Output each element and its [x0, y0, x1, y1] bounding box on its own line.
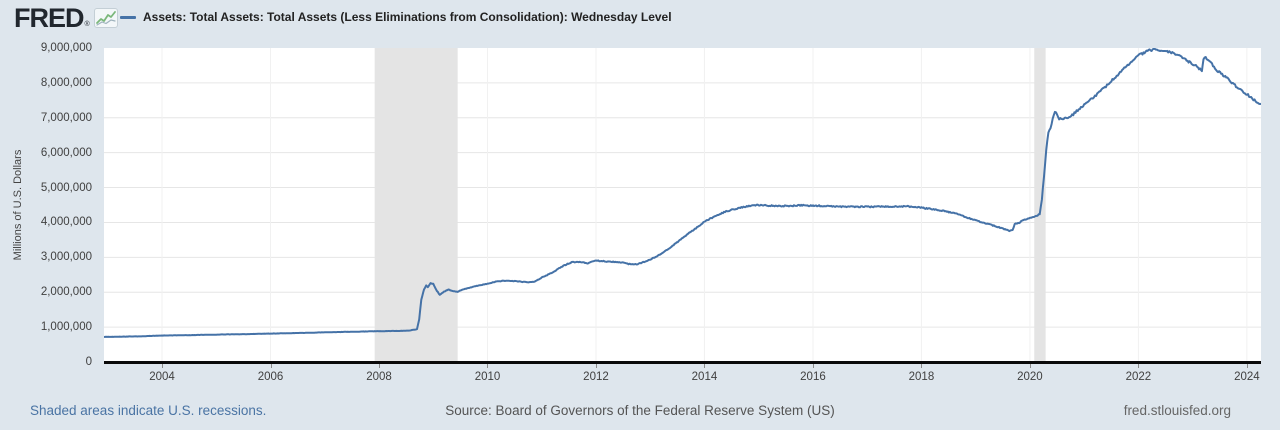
- y-tick-label: 2,000,000: [40, 286, 92, 299]
- chart-legend: Assets: Total Assets: Total Assets (Less…: [120, 0, 672, 34]
- bottom-white-strip: [0, 430, 1280, 437]
- y-tick-label: 7,000,000: [40, 111, 92, 124]
- plot-area: [103, 47, 1262, 362]
- x-tick-label: 2006: [257, 371, 284, 383]
- y-tick-label: 0: [85, 356, 92, 368]
- fred-site-link[interactable]: fred.stlouisfed.org: [1123, 403, 1231, 418]
- x-tick-label: 2008: [366, 371, 392, 383]
- y-tick-label: 8,000,000: [40, 76, 92, 89]
- recession-note-link[interactable]: Shaded areas indicate U.S. recessions.: [30, 403, 267, 418]
- series-line-chart: [103, 47, 1262, 362]
- x-tick-label: 2024: [1234, 371, 1260, 383]
- fred-sparkline-icon: [93, 7, 118, 33]
- y-tick-label: 3,000,000: [40, 251, 92, 264]
- x-tick-label: 2004: [149, 371, 175, 383]
- y-axis-title: Millions of U.S. Dollars: [12, 149, 24, 261]
- x-axis-line: [104, 361, 1261, 364]
- x-tick-mark: [1246, 364, 1248, 368]
- y-tick-label: 6,000,000: [40, 146, 92, 159]
- fred-logo-text: FRED: [14, 3, 84, 33]
- fred-logo-registered-mark: ®: [84, 21, 90, 28]
- x-tick-mark: [704, 364, 706, 368]
- source-attribution: Source: Board of Governors of the Federa…: [0, 403, 1280, 418]
- recession-band: [1034, 48, 1046, 362]
- x-tick-mark: [162, 364, 164, 368]
- x-tick-mark: [487, 364, 489, 368]
- x-tick-label: 2014: [691, 371, 718, 383]
- y-tick-label: 4,000,000: [40, 216, 92, 229]
- x-tick-mark: [921, 364, 923, 368]
- x-tick-label: 2012: [583, 371, 609, 383]
- series-line: [103, 47, 1262, 338]
- y-tick-label: 5,000,000: [40, 181, 92, 194]
- y-tick-label: 9,000,000: [40, 42, 92, 54]
- x-tick-mark: [812, 364, 814, 368]
- legend-series-swatch: [120, 15, 136, 19]
- x-tick-label: 2020: [1017, 371, 1043, 383]
- x-tick-mark: [595, 364, 597, 368]
- x-tick-label: 2022: [1125, 371, 1152, 383]
- x-tick-mark: [1138, 364, 1140, 368]
- chart-header: FRED ® Assets: Total Assets: Total Asset…: [0, 0, 1280, 36]
- x-tick-label: 2010: [474, 371, 501, 383]
- x-tick-mark: [379, 364, 380, 368]
- legend-series-label[interactable]: Assets: Total Assets: Total Assets (Less…: [143, 10, 672, 24]
- y-tick-label: 1,000,000: [40, 321, 92, 334]
- fred-logo[interactable]: FRED ®: [14, 2, 118, 34]
- x-tick-label: 2018: [908, 371, 935, 383]
- x-tick-mark: [270, 364, 272, 368]
- x-tick-label: 2016: [800, 371, 826, 383]
- x-tick-mark: [1029, 364, 1031, 368]
- source-link[interactable]: Source: Board of Governors of the Federa…: [445, 403, 835, 418]
- recession-band: [374, 48, 458, 362]
